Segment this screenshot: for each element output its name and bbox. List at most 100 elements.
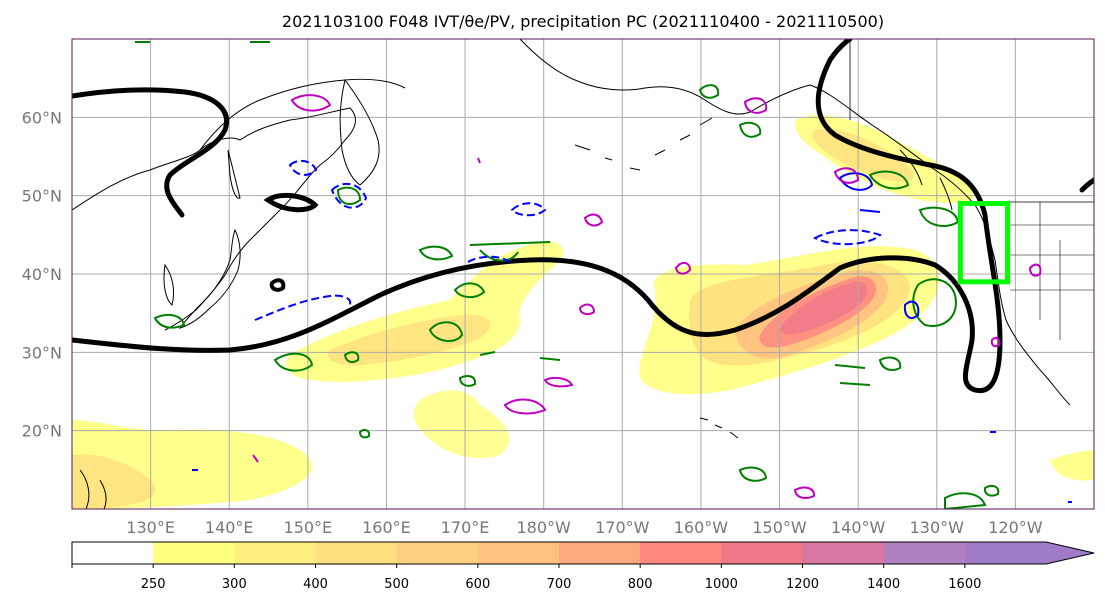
lat-tick-label: 60°N	[22, 108, 62, 127]
colorbar-segment	[477, 542, 560, 564]
magenta-contour	[833, 167, 860, 184]
colorbar-segment	[964, 542, 1047, 564]
magenta-contour	[583, 213, 604, 227]
longitude-labels: 130°E 140°E 150°E 160°E 170°E 180°W 170°W 160°W…	[126, 518, 1042, 537]
pv-negative-solid	[192, 172, 1072, 503]
lat-tick-label: 20°N	[22, 422, 62, 441]
lon-tick-label: 150°E	[284, 518, 333, 537]
colorbar-tick-label: 1400	[867, 577, 900, 592]
pv-contour	[336, 186, 362, 206]
figure-title: 2021103100 F048 IVT/θe/PV, precipitation…	[282, 12, 884, 31]
magenta-contour	[990, 336, 1001, 348]
lon-tick-label: 160°W	[674, 518, 729, 537]
pv-contour	[983, 485, 1000, 497]
pv-negative-contours	[254, 159, 882, 321]
lat-tick-label: 30°N	[22, 343, 62, 362]
coastline-hawaii	[699, 417, 739, 439]
theta-contour-north	[72, 87, 229, 218]
pv-positive-contours	[135, 41, 1000, 509]
colorbar-tick-label: 400	[303, 577, 328, 592]
magenta-contour	[252, 454, 259, 463]
pv-neg-contour	[510, 202, 547, 217]
colorbar-tick-label: 700	[547, 577, 572, 592]
colorbar-segment	[315, 542, 398, 564]
colorbar-outline	[71, 541, 1095, 565]
latitude-labels: 20°N 30°N 40°N 50°N 60°N	[22, 108, 62, 440]
ivt-east-edge	[1050, 450, 1094, 481]
pv-contour	[698, 84, 720, 99]
coastline-japan	[178, 228, 241, 329]
pv-neg-contour	[812, 229, 882, 246]
theta-contour-small-2	[269, 278, 286, 292]
pv-contour	[428, 321, 464, 342]
magenta-contour	[1028, 263, 1042, 277]
magenta-contour	[743, 97, 768, 114]
pv-contour	[834, 364, 871, 386]
pv-neg-solid-contour	[838, 172, 874, 191]
ivt-central-south	[413, 390, 510, 459]
colorbar-tick-label: 1000	[705, 577, 738, 592]
pv-contour	[358, 428, 371, 439]
pv-contour	[273, 352, 314, 372]
coastline-kamchatka	[339, 78, 380, 186]
magenta-contour	[578, 303, 596, 316]
pv-contour	[738, 466, 768, 482]
ivt-gulf-alaska-300	[812, 129, 914, 182]
colorbar-extend-arrow	[1046, 542, 1094, 564]
coastline-philippines	[79, 469, 107, 509]
lon-tick-label: 120°W	[988, 518, 1043, 537]
ivt-ar-ne-pacific-1000	[780, 281, 868, 335]
pv-contour	[469, 241, 551, 262]
pv-neg-contour	[288, 159, 318, 176]
pv-contour	[912, 278, 957, 327]
pv-neg-solid-contour	[192, 431, 1072, 503]
pv-contour	[738, 121, 762, 138]
magenta-contour	[543, 376, 574, 388]
pv-contour	[343, 351, 360, 364]
magenta-contour	[477, 157, 481, 164]
pv-neg-contour	[254, 294, 352, 321]
colorbar-tick-label: 800	[628, 577, 653, 592]
border-us-states	[1010, 202, 1094, 340]
colorbar-tick-label: 500	[384, 577, 409, 592]
colorbar-segment	[234, 542, 316, 564]
magenta-contours	[252, 94, 1042, 499]
pv-contour	[878, 356, 902, 371]
lon-tick-label: 130°E	[126, 518, 175, 537]
colorbar-tick-label: 600	[465, 577, 490, 592]
pv-contour	[458, 375, 477, 387]
lon-tick-label: 160°E	[362, 518, 411, 537]
colorbar-tick-label: 1200	[786, 577, 819, 592]
lon-tick-label: 150°W	[752, 518, 807, 537]
coastline-sakhalin	[227, 149, 241, 199]
colorbar-segment	[153, 542, 235, 564]
colorbar-segment	[802, 542, 885, 564]
target-region-box	[957, 201, 1011, 285]
colorbar-segment	[72, 542, 154, 564]
colorbar-tick-label: 300	[222, 577, 247, 592]
ivt-tropical-west-300	[72, 454, 156, 509]
lon-tick-label: 140°E	[205, 518, 254, 537]
ivt-shading	[72, 115, 1094, 509]
lat-tick-label: 50°N	[22, 187, 62, 206]
pv-neg-contour	[330, 182, 368, 209]
magenta-contour	[793, 486, 816, 499]
colorbar: 250 300 400 500 600 700 800 1000 1200 1400 1600	[71, 541, 1095, 592]
pv-neg-contour	[467, 255, 511, 263]
colorbar-segment	[396, 542, 479, 564]
coastline-korea	[163, 263, 175, 306]
pv-contour	[453, 282, 486, 298]
magenta-contour	[674, 262, 692, 275]
colorbar-segment	[559, 542, 641, 564]
lon-tick-label: 180°W	[517, 518, 572, 537]
pv-contour	[868, 170, 910, 190]
coastline-alaska	[519, 39, 1071, 406]
pv-contour	[944, 492, 987, 509]
colorbar-segment	[640, 542, 722, 564]
colorbar-segment	[883, 542, 966, 564]
pv-contour	[418, 245, 454, 261]
magenta-contour	[503, 398, 547, 415]
pv-contour	[153, 313, 186, 329]
pv-neg-solid-contour	[859, 209, 920, 319]
